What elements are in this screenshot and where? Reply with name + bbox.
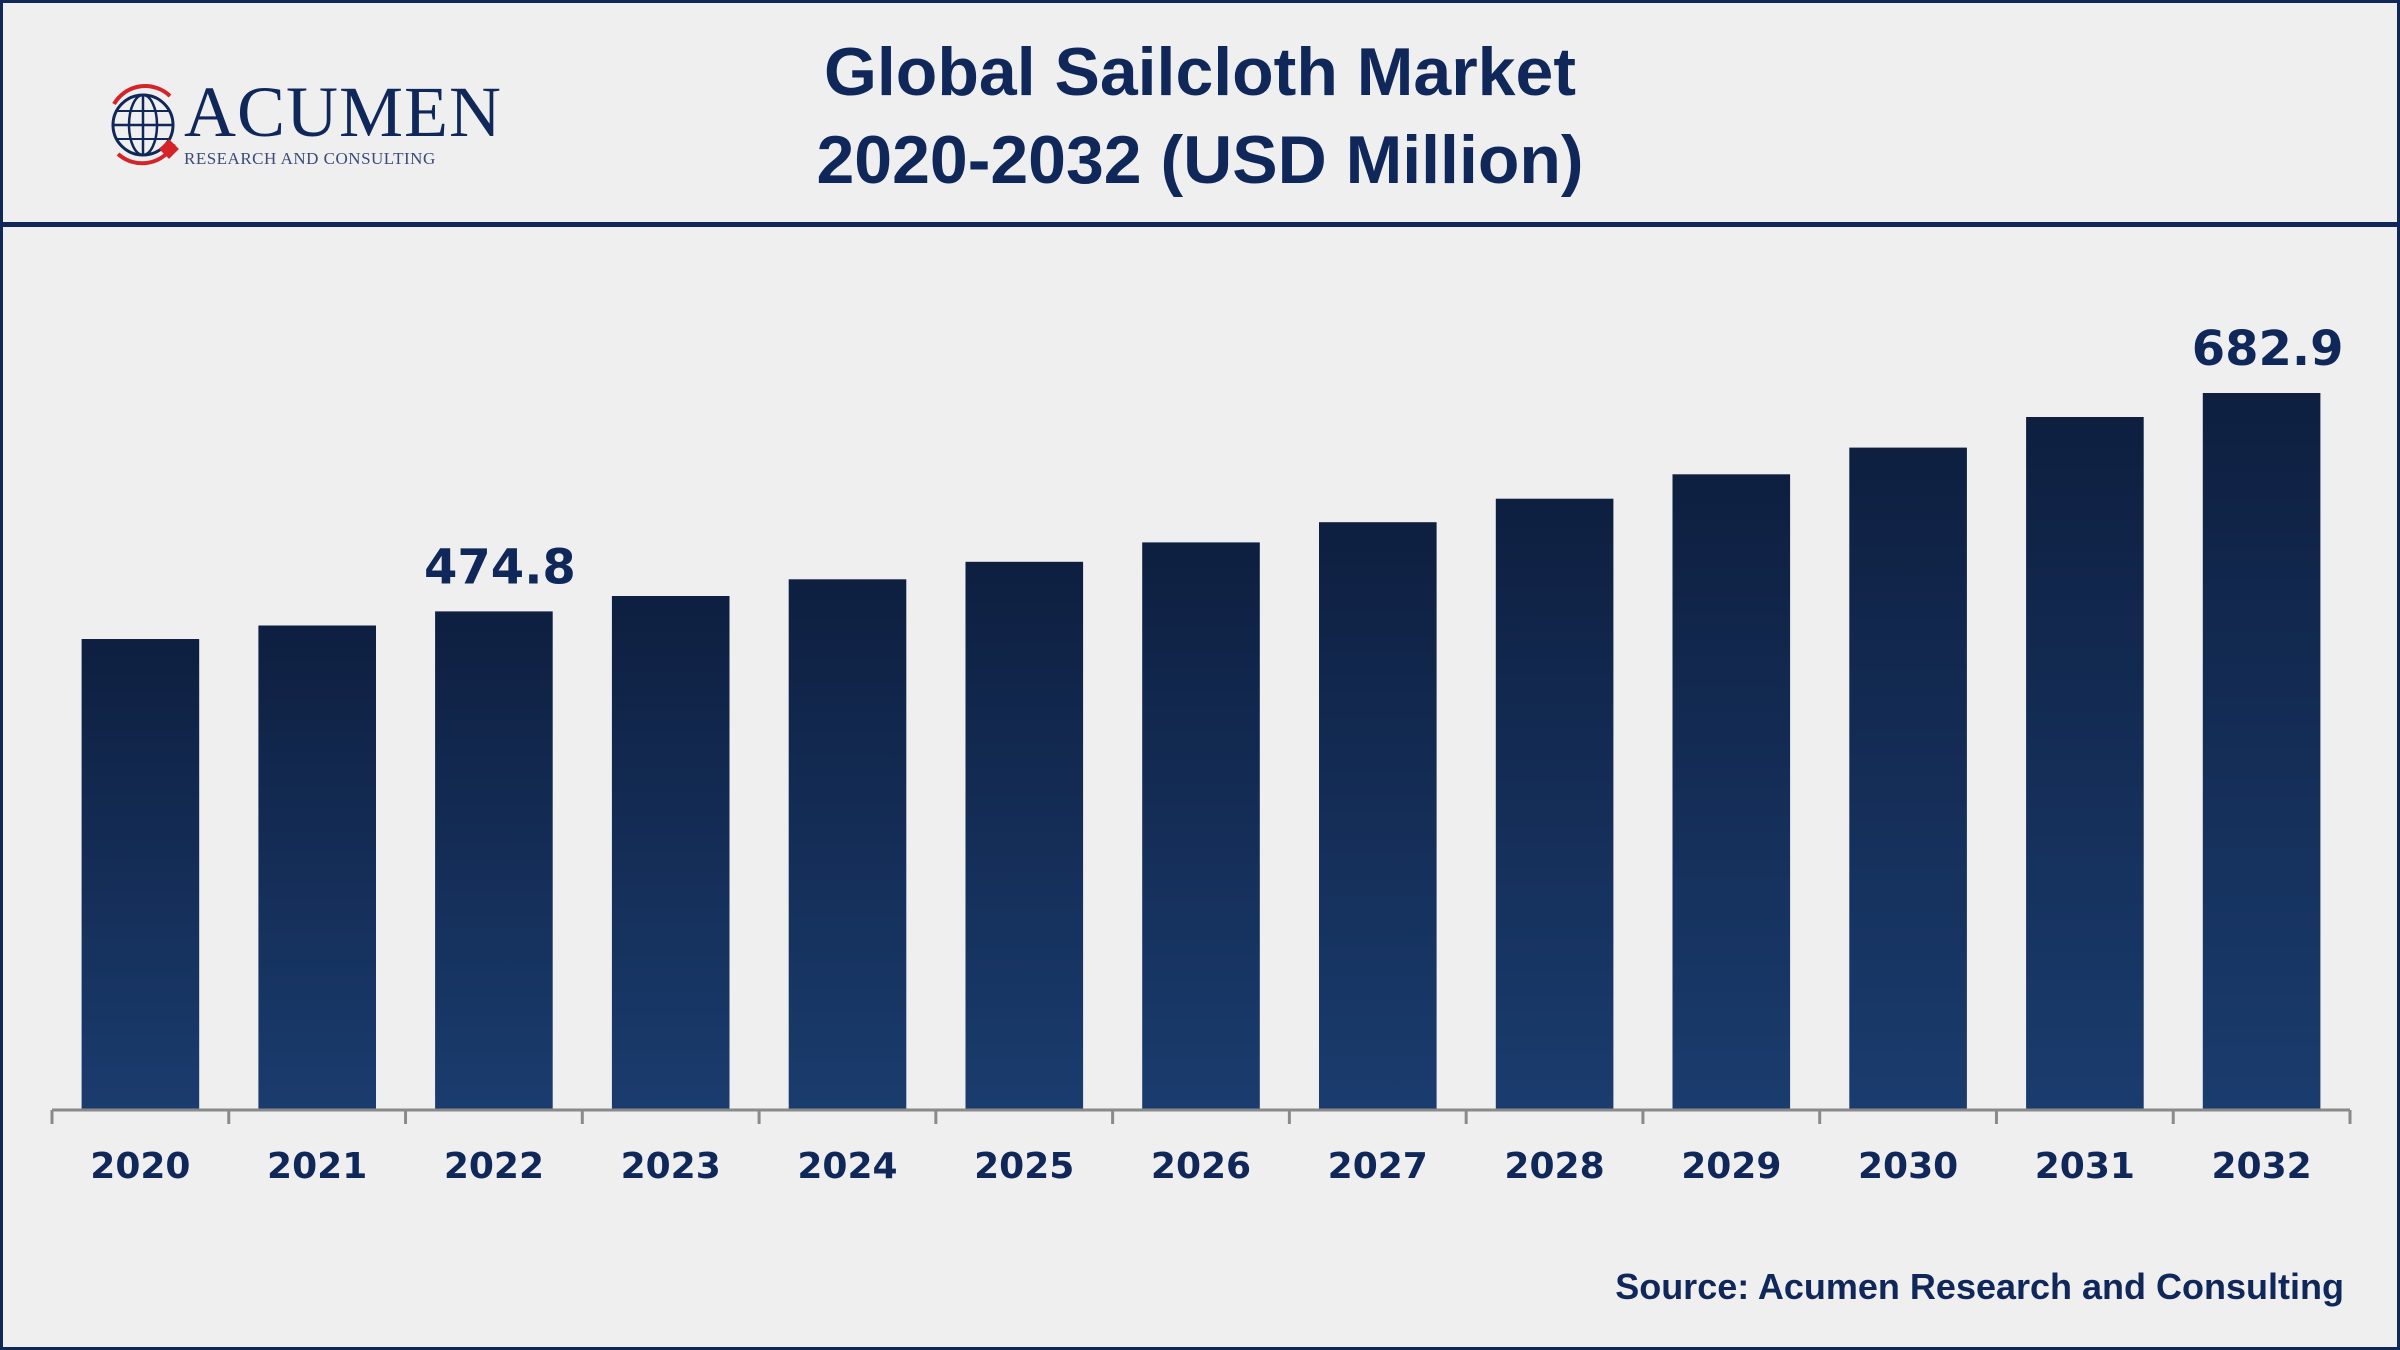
bar-2026 — [1142, 542, 1260, 1110]
x-tick-label-2032: 2032 — [2212, 1146, 2312, 1187]
logo-subtitle: RESEARCH AND CONSULTING — [184, 149, 436, 168]
data-label-2032: 682.9 — [2192, 321, 2344, 377]
x-tick-label-2029: 2029 — [1681, 1146, 1781, 1187]
bar-2031 — [2026, 417, 2144, 1110]
bar-2025 — [965, 561, 1084, 1110]
bar-2021 — [258, 625, 376, 1110]
x-tick-label-2028: 2028 — [1504, 1146, 1604, 1187]
logo-name: ACUMEN — [184, 72, 503, 152]
chart-title: Global Sailcloth Market 2020-2032 (USD M… — [400, 28, 2000, 204]
x-tick-label-2024: 2024 — [797, 1146, 897, 1187]
x-tick-label-2027: 2027 — [1328, 1146, 1428, 1187]
chart-title-line-1: Global Sailcloth Market — [824, 34, 1576, 110]
bar-2028 — [1495, 498, 1614, 1110]
chart-title-line-2: 2020-2032 (USD Million) — [816, 122, 1584, 198]
x-tick-label-2025: 2025 — [974, 1146, 1074, 1187]
x-tick-label-2026: 2026 — [1151, 1146, 1251, 1187]
header-divider — [0, 222, 2400, 227]
source-note: Source: Acumen Research and Consulting — [1615, 1266, 2344, 1307]
x-tick-label-2030: 2030 — [1858, 1146, 1958, 1187]
logo-wordmark: ACUMEN RESEARCH AND CONSULTING — [184, 76, 502, 168]
bar-2020 — [81, 639, 200, 1110]
bar-2027 — [1319, 522, 1437, 1110]
data-label-2022: 474.8 — [424, 539, 576, 595]
x-tick-label-2022: 2022 — [444, 1146, 544, 1187]
bar-2030 — [1849, 447, 1967, 1111]
x-tick-label-2023: 2023 — [621, 1146, 721, 1187]
bar-2024 — [788, 579, 907, 1110]
x-tick-label-2021: 2021 — [267, 1146, 367, 1187]
bar-2022 — [435, 611, 553, 1110]
globe-icon — [111, 84, 179, 166]
bar-2023 — [611, 596, 730, 1110]
company-logo: ACUMEN RESEARCH AND CONSULTING — [100, 74, 501, 174]
bar-2032 — [2202, 393, 2321, 1110]
bar-2029 — [1672, 474, 1791, 1110]
x-tick-label-2031: 2031 — [2035, 1146, 2135, 1187]
x-tick-label-2020: 2020 — [90, 1146, 190, 1187]
